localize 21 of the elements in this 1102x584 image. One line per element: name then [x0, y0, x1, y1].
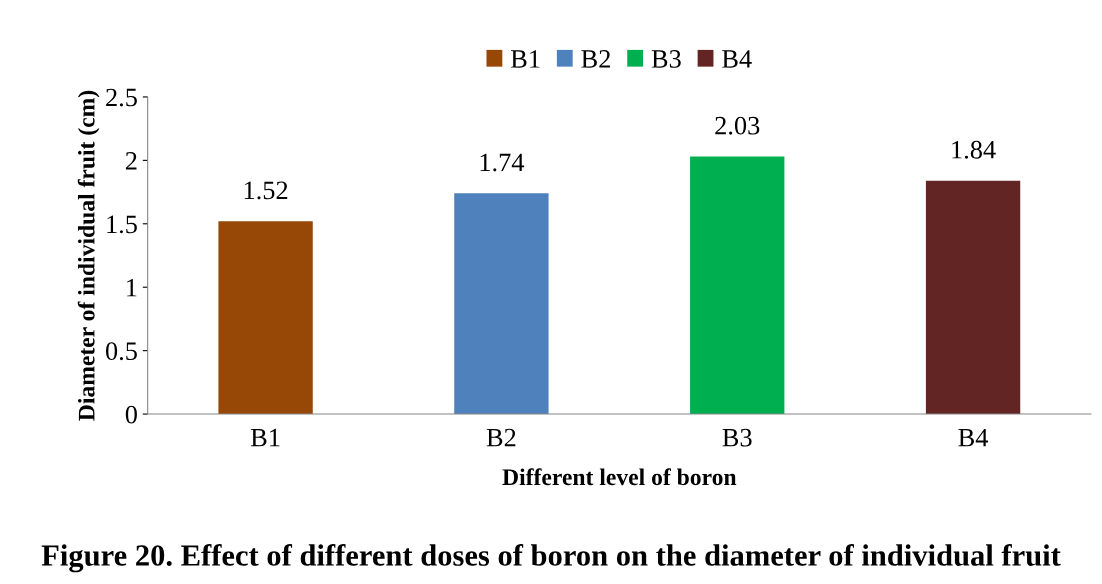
y-tick-label: 2	[125, 152, 137, 170]
y-tick-label: 1	[127, 278, 137, 297]
data-label: 2.03	[715, 116, 760, 135]
legend-label: B3	[651, 50, 681, 68]
x-axis-title: Different level of boron	[502, 468, 737, 486]
text: Figure 20. Effect of different doses of boron on the diameter of individual fruit	[41, 544, 1061, 573]
y-tick-label: 0.5	[105, 342, 137, 361]
y-tick-label: 0	[125, 405, 137, 424]
x-tick-label: B2	[486, 428, 516, 447]
y-tick-label: 2.5	[106, 88, 137, 107]
data-label: 1.74	[480, 153, 525, 172]
x-tick-label: B4	[958, 428, 989, 447]
legend-label: B2	[581, 50, 610, 68]
data-label: 1.84	[952, 140, 996, 159]
y-axis-title: Diameter of individual fruit (cm)	[77, 90, 100, 421]
x-tick-label: B1	[250, 428, 280, 447]
legend-label: B4	[722, 50, 752, 68]
y-tick-label: 1.5	[107, 215, 137, 234]
data-label: 1.52	[244, 181, 288, 200]
x-tick-label: B3	[722, 428, 752, 447]
legend-label: B1	[510, 50, 540, 68]
